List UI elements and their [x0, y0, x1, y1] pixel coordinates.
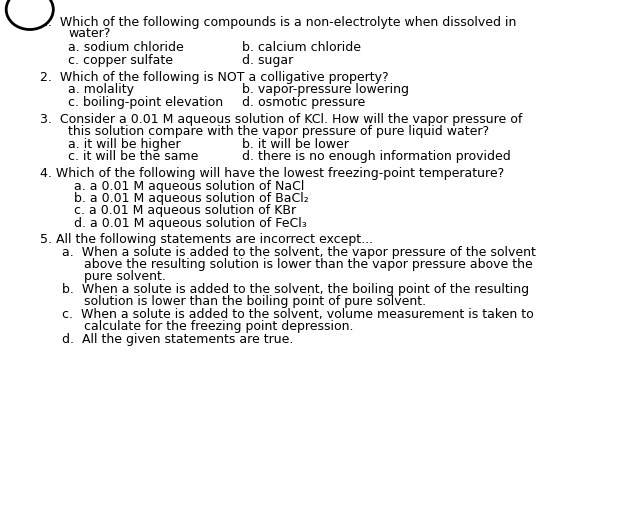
Text: d. osmotic pressure: d. osmotic pressure: [242, 96, 365, 109]
Text: c. it will be the same: c. it will be the same: [68, 150, 198, 163]
Text: 3.  Consider a 0.01 M aqueous solution of KCl. How will the vapor pressure of: 3. Consider a 0.01 M aqueous solution of…: [40, 113, 523, 126]
Circle shape: [6, 0, 53, 30]
Text: 5. All the following statements are incorrect except...: 5. All the following statements are inco…: [40, 233, 373, 247]
Text: b. calcium chloride: b. calcium chloride: [242, 41, 361, 54]
Text: d. a 0.01 M aqueous solution of FeCl₃: d. a 0.01 M aqueous solution of FeCl₃: [74, 217, 307, 230]
Text: c.  When a solute is added to the solvent, volume measurement is taken to: c. When a solute is added to the solvent…: [62, 308, 534, 321]
Text: d. there is no enough information provided: d. there is no enough information provid…: [242, 150, 510, 163]
Text: solution is lower than the boiling point of pure solvent.: solution is lower than the boiling point…: [84, 295, 426, 308]
Text: pure solvent.: pure solvent.: [84, 270, 166, 284]
Text: b. it will be lower: b. it will be lower: [242, 138, 348, 151]
Text: b.  When a solute is added to the solvent, the boiling point of the resulting: b. When a solute is added to the solvent…: [62, 283, 529, 296]
Text: d. sugar: d. sugar: [242, 54, 293, 67]
Text: 2.  Which of the following is NOT a colligative property?: 2. Which of the following is NOT a colli…: [40, 71, 389, 84]
Text: c. a 0.01 M aqueous solution of KBr: c. a 0.01 M aqueous solution of KBr: [74, 204, 296, 218]
Text: 1.  Which of the following compounds is a non-electrolyte when dissolved in: 1. Which of the following compounds is a…: [40, 16, 516, 29]
Text: c. boiling-point elevation: c. boiling-point elevation: [68, 96, 223, 109]
Text: calculate for the freezing point depression.: calculate for the freezing point depress…: [84, 320, 353, 333]
Text: this solution compare with the vapor pressure of pure liquid water?: this solution compare with the vapor pre…: [68, 125, 489, 138]
Text: 4. Which of the following will have the lowest freezing-point temperature?: 4. Which of the following will have the …: [40, 167, 505, 180]
Text: b. a 0.01 M aqueous solution of BaCl₂: b. a 0.01 M aqueous solution of BaCl₂: [74, 192, 309, 205]
Text: above the resulting solution is lower than the vapor pressure above the: above the resulting solution is lower th…: [84, 258, 533, 271]
Text: d.  All the given statements are true.: d. All the given statements are true.: [62, 333, 293, 346]
Text: b. vapor-pressure lowering: b. vapor-pressure lowering: [242, 83, 409, 96]
Text: a. sodium chloride: a. sodium chloride: [68, 41, 184, 54]
Text: water?: water?: [68, 27, 110, 41]
Text: c. copper sulfate: c. copper sulfate: [68, 54, 173, 67]
Text: a. molality: a. molality: [68, 83, 134, 96]
Text: a. it will be higher: a. it will be higher: [68, 138, 181, 151]
Text: a. a 0.01 M aqueous solution of NaCl: a. a 0.01 M aqueous solution of NaCl: [74, 180, 305, 193]
Text: a.  When a solute is added to the solvent, the vapor pressure of the solvent: a. When a solute is added to the solvent…: [62, 246, 536, 259]
